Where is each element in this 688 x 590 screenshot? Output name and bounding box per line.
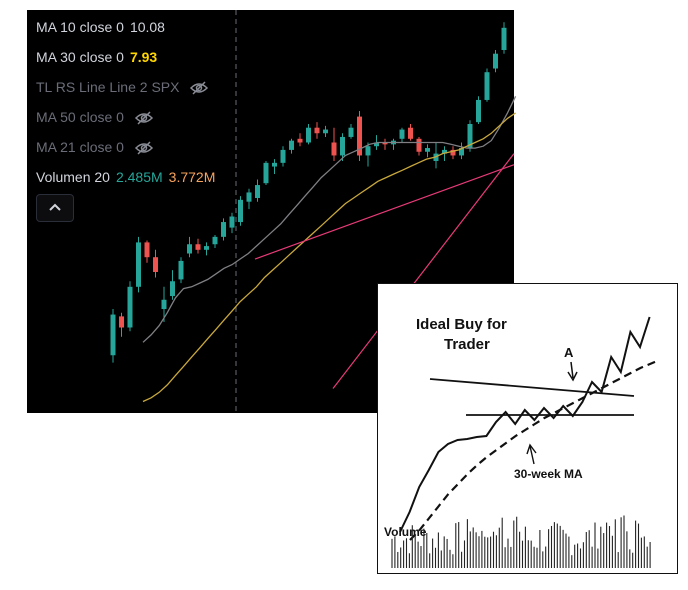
candle-body	[501, 27, 507, 50]
ma30-line	[142, 112, 516, 403]
candle-body	[340, 136, 345, 156]
sketch-label-volume: Volume	[384, 525, 427, 539]
sketch-label-a: A	[564, 345, 574, 360]
legend-value: 7.93	[129, 49, 158, 65]
candle-body	[246, 192, 252, 202]
candle-body	[357, 116, 362, 156]
hidden-eye-icon[interactable]	[189, 80, 209, 96]
legend-value: 2.485M	[115, 169, 163, 185]
candle-body	[493, 53, 498, 69]
sketch-title-line1: Ideal Buy for	[416, 316, 507, 333]
candle-body	[153, 257, 158, 272]
candle-body	[289, 140, 294, 150]
trendline	[254, 164, 515, 260]
candle-body	[263, 162, 269, 184]
candle-body	[195, 244, 201, 250]
candle-body	[399, 129, 405, 139]
candle-body	[212, 236, 218, 245]
candle-body	[450, 149, 456, 156]
candle-body	[238, 199, 243, 223]
book-illustration: Ideal Buy for Trader A 30-week MA Volume	[377, 283, 678, 574]
candle-body	[314, 127, 320, 134]
hidden-eye-icon[interactable]	[134, 140, 154, 156]
legend-row[interactable]: MA 10 close 0 10.08	[36, 19, 165, 35]
legend-label: MA 21 close 0	[36, 139, 124, 155]
legend-label: MA 50 close 0	[36, 109, 124, 125]
candle-body	[416, 138, 422, 152]
candle-body	[297, 138, 303, 143]
candle-body	[127, 286, 133, 328]
hidden-eye-icon[interactable]	[134, 110, 154, 126]
overlay-lines	[142, 96, 517, 403]
chevron-up-icon	[49, 203, 61, 211]
collapse-legend-button[interactable]	[36, 194, 74, 222]
candle-body	[374, 142, 379, 147]
candle-body	[119, 316, 124, 328]
candle-body	[229, 216, 235, 228]
candle-body	[178, 260, 184, 280]
ma10-line	[142, 96, 517, 343]
candle-body	[442, 149, 447, 154]
legend-label: MA 30 close 0	[36, 49, 124, 65]
candle-body	[170, 281, 175, 297]
legend-label: TL RS Line Line 2 SPX	[36, 79, 180, 95]
candle-body	[425, 148, 430, 152]
candle-body	[382, 142, 388, 145]
legend-value-2: 3.772M	[168, 169, 216, 185]
sketch-resistance-line	[429, 378, 635, 397]
candle-body	[187, 244, 192, 254]
legend-row[interactable]: MA 21 close 0	[36, 139, 154, 156]
candle-body	[255, 185, 260, 198]
candle-body	[272, 162, 277, 167]
legend-value: 10.08	[129, 19, 165, 35]
candle-body	[204, 246, 209, 250]
candle-body	[484, 72, 490, 100]
legend-label: Volumen 20	[36, 169, 110, 185]
candle-body	[459, 148, 464, 156]
arrow-ma	[526, 443, 537, 465]
chart-background-lower	[27, 280, 347, 413]
candle-body	[476, 99, 481, 123]
sketch-title-line2: Trader	[444, 336, 490, 353]
trendline	[332, 153, 515, 389]
candle-body	[306, 127, 311, 143]
candle-body	[323, 129, 328, 134]
legend-label: MA 10 close 0	[36, 19, 124, 35]
candle-body	[161, 299, 167, 309]
sketch-ma-line	[409, 358, 661, 541]
candles-layer	[110, 22, 507, 363]
candle-body	[348, 127, 354, 137]
legend-row[interactable]: MA 30 close 0 7.93	[36, 49, 157, 65]
candle-body	[144, 242, 150, 258]
candle-body	[280, 149, 286, 163]
sketch-price-line	[399, 316, 651, 533]
sketch-label-ma: 30-week MA	[514, 467, 583, 481]
candle-body	[467, 124, 473, 149]
sketch-volume-bars	[391, 515, 651, 568]
legend-row[interactable]: TL RS Line Line 2 SPX	[36, 79, 209, 96]
candle-body	[331, 142, 337, 156]
legend-row[interactable]: MA 50 close 0	[36, 109, 154, 126]
candle-body	[221, 222, 226, 237]
candle-body	[365, 146, 371, 156]
candle-body	[408, 127, 413, 139]
candle-body	[136, 242, 141, 287]
legend-row[interactable]: Volumen 20 2.485M 3.772M	[36, 169, 215, 185]
arrow-a	[567, 361, 578, 382]
candle-body	[110, 314, 116, 356]
